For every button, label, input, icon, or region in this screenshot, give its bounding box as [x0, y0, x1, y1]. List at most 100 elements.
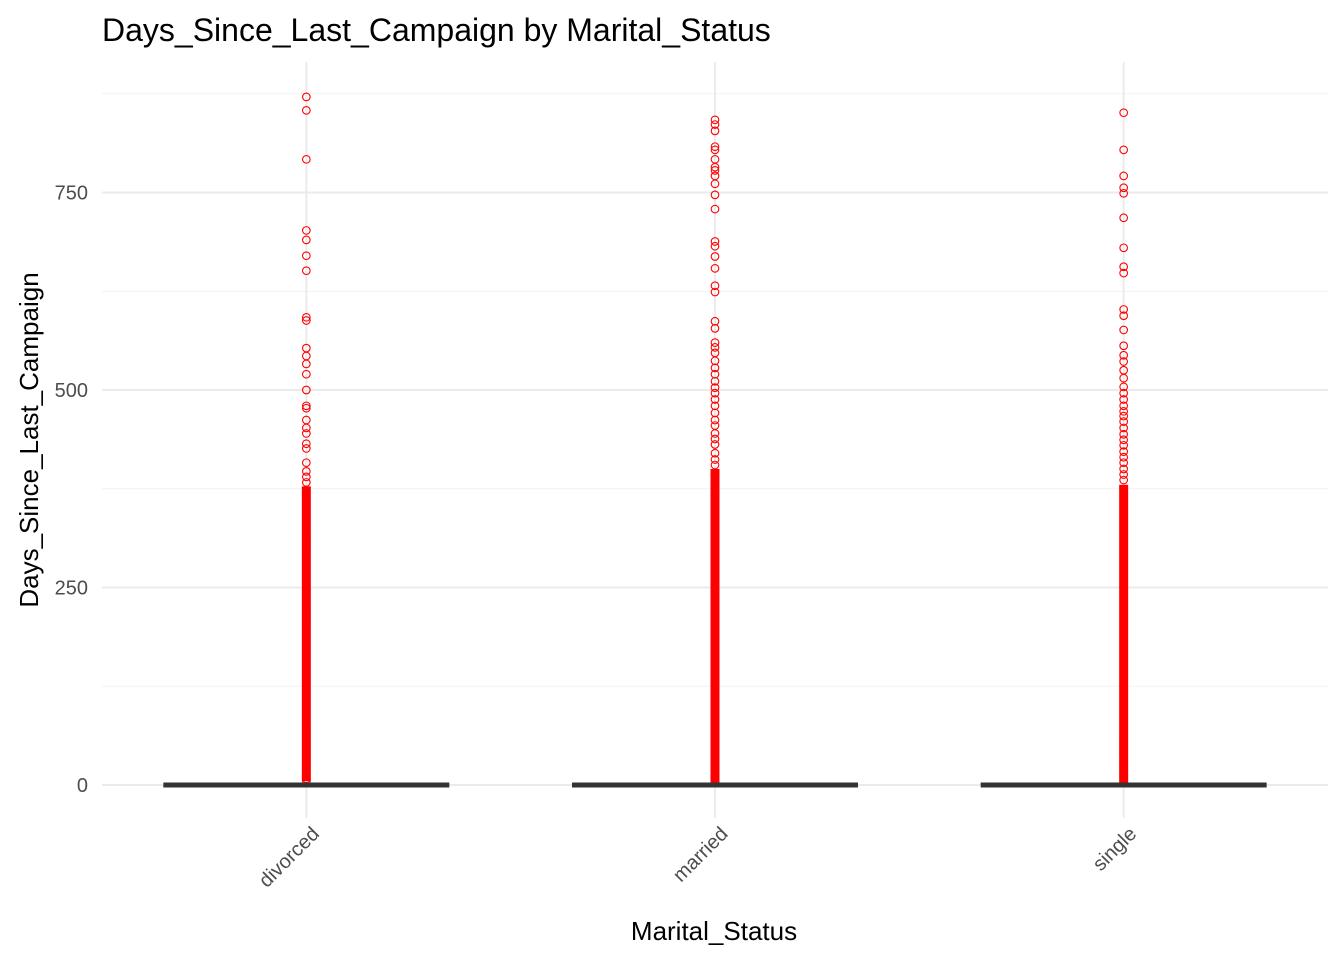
outlier-point — [1119, 429, 1129, 439]
outlier-point — [301, 439, 311, 449]
outlier-point — [710, 126, 720, 136]
outlier-point — [1119, 183, 1129, 193]
outlier-point — [710, 376, 720, 386]
outlier-point — [710, 448, 720, 458]
x-axis-ticks: divorced married single — [255, 823, 1141, 892]
outlier-point — [301, 105, 311, 115]
y-tick-label: 500 — [55, 380, 88, 402]
outlier-point — [301, 154, 311, 164]
outlier-point — [1119, 440, 1129, 450]
outlier-point — [301, 478, 311, 487]
x-axis-title: Marital_Status — [631, 916, 797, 946]
outlier-point — [1119, 771, 1129, 780]
y-tick-label: 0 — [77, 775, 88, 797]
outlier-point — [1119, 325, 1129, 335]
outlier-point — [710, 190, 720, 200]
outlier-point — [710, 179, 720, 189]
outlier-cluster — [1119, 484, 1129, 784]
outlier-point — [710, 342, 720, 352]
outlier-point — [710, 383, 720, 392]
outlier-point — [1119, 305, 1129, 314]
outlier-point — [301, 401, 311, 411]
outlier-point — [301, 472, 311, 482]
outlier-point — [301, 730, 311, 740]
outlier-point — [301, 385, 311, 395]
y-axis-title: Days_Since_Last_Campaign — [14, 272, 44, 607]
outlier-point — [1119, 417, 1129, 426]
outlier-point — [710, 338, 720, 347]
outlier-point — [710, 287, 720, 297]
outlier-point — [710, 142, 720, 152]
outlier-point — [301, 734, 311, 744]
outlier-point — [710, 241, 720, 251]
outlier-point — [710, 115, 720, 125]
box-group-divorced — [163, 92, 450, 788]
y-tick-label: 250 — [55, 578, 88, 600]
outlier-point — [710, 763, 720, 772]
outlier-point — [301, 235, 311, 245]
outlier-point — [301, 423, 311, 433]
outlier-point — [1119, 262, 1129, 272]
outlier-point — [710, 429, 720, 438]
outlier-point — [301, 369, 311, 379]
outlier-point — [1119, 243, 1129, 253]
outlier-point — [1119, 464, 1129, 474]
outlier-point — [1119, 435, 1129, 445]
box-plots — [163, 92, 1267, 788]
outlier-point — [710, 263, 720, 273]
outlier-point — [1119, 401, 1129, 411]
outlier-point — [1119, 341, 1129, 351]
y-axis-ticks: 0 250 500 750 — [55, 183, 88, 798]
outlier-point — [710, 455, 720, 464]
outlier-point — [710, 237, 720, 246]
outlier-point — [301, 403, 311, 413]
outlier-point — [710, 434, 720, 444]
outlier-point — [301, 316, 311, 325]
outlier-point — [1119, 145, 1129, 155]
outlier-point — [1119, 350, 1129, 360]
box-median — [572, 782, 858, 788]
outlier-point — [710, 460, 720, 470]
outlier-point — [1119, 382, 1129, 392]
outlier-point — [301, 774, 311, 784]
outlier-point — [301, 312, 311, 322]
outlier-point — [710, 415, 720, 425]
outlier-point — [1119, 452, 1129, 462]
outlier-point — [710, 388, 720, 398]
box-group-married — [572, 115, 858, 788]
outlier-point — [710, 204, 720, 214]
outlier-point — [1119, 458, 1129, 468]
x-tick-label: married — [669, 823, 732, 886]
outlier-point — [1119, 188, 1129, 198]
outlier-cluster — [710, 469, 720, 784]
outlier-point — [1119, 171, 1129, 181]
outlier-point — [710, 145, 720, 155]
outlier-point — [710, 324, 720, 333]
outlier-point — [1119, 311, 1129, 321]
x-tick-label: single — [1089, 823, 1142, 876]
outlier-point — [1119, 756, 1129, 766]
outlier-point — [1119, 406, 1129, 416]
box-median — [980, 782, 1267, 788]
outlier-point — [710, 120, 720, 129]
outlier-point — [301, 543, 311, 553]
outlier-point — [301, 429, 311, 438]
outlier-point — [1119, 736, 1129, 746]
box-group-single — [980, 108, 1267, 788]
outlier-point — [1119, 742, 1129, 752]
outlier-point — [1119, 470, 1129, 479]
outlier-point — [301, 444, 311, 453]
outlier-point — [710, 252, 720, 261]
outlier-point — [301, 538, 311, 548]
outlier-point — [1119, 268, 1129, 278]
outlier-point — [710, 166, 720, 175]
outlier-point — [1119, 447, 1129, 456]
outlier-point — [1119, 357, 1129, 366]
outlier-point — [301, 359, 311, 369]
chart-title: Days_Since_Last_Campaign by Marital_Stat… — [102, 12, 771, 48]
outlier-point — [710, 395, 720, 404]
outlier-point — [301, 726, 311, 735]
outlier-point — [1119, 395, 1129, 404]
outlier-point — [301, 251, 311, 261]
